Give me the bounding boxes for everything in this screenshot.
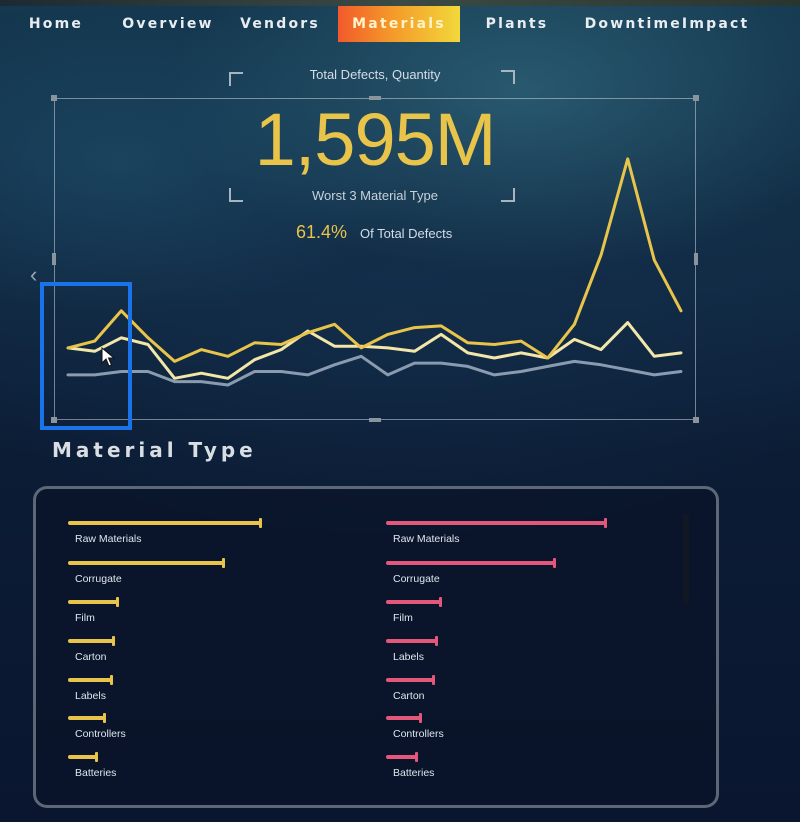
nav-vendors[interactable]: Vendors [240, 16, 320, 32]
left-bar-item[interactable]: Batteries [68, 752, 271, 785]
left-bar [68, 755, 97, 759]
top-nav: Home Overview Vendors Materials Plants D… [0, 6, 800, 44]
right-bar-item[interactable]: Controllers [386, 713, 616, 746]
left-bar-label: Labels [75, 690, 106, 702]
kpi-subtitle: Worst 3 Material Type [312, 188, 438, 203]
material-type-panel [33, 486, 719, 808]
mouse-pointer-icon [101, 347, 115, 367]
panel-scrollbar[interactable] [683, 514, 689, 604]
card-corner-bottom-left [229, 188, 243, 202]
right-bar-label: Carton [393, 690, 425, 702]
right-bar-end-cap [604, 518, 607, 528]
left-bar-end-cap [110, 675, 113, 685]
highlight-selection-box [40, 282, 132, 430]
resize-handle-bottom[interactable] [369, 418, 381, 422]
nav-home[interactable]: Home [28, 16, 84, 32]
left-bar-item[interactable]: Corrugate [68, 558, 271, 591]
window-top-strip [0, 0, 800, 6]
left-bar [68, 639, 114, 643]
right-bar-end-cap [553, 558, 556, 568]
left-bar-end-cap [112, 636, 115, 646]
card-corner-top-left [229, 72, 243, 86]
chevron-left-icon[interactable]: ‹ [30, 262, 38, 287]
right-bar-end-cap [419, 713, 422, 723]
kpi-percent: 61.4% [296, 222, 348, 242]
left-bar [68, 678, 112, 682]
right-bar-label: Film [393, 612, 413, 624]
left-bar-end-cap [103, 713, 106, 723]
right-bar-end-cap [439, 597, 442, 607]
right-bar-item[interactable]: Batteries [386, 752, 616, 785]
card-corner-bottom-right [501, 188, 515, 202]
right-bar-end-cap [415, 752, 418, 762]
left-bar-end-cap [259, 518, 262, 528]
resize-handle-top-left[interactable] [51, 95, 57, 101]
right-bar [386, 600, 441, 604]
left-bar-end-cap [222, 558, 225, 568]
right-bar-label: Labels [393, 651, 424, 663]
right-bar-end-cap [432, 675, 435, 685]
left-bar [68, 561, 224, 565]
kpi-value: 1,595M [254, 98, 497, 181]
resize-handle-right[interactable] [694, 253, 698, 265]
right-bar [386, 678, 434, 682]
left-bar-end-cap [116, 597, 119, 607]
right-bar-item[interactable]: Raw Materials [386, 518, 616, 551]
resize-handle-left[interactable] [52, 253, 56, 265]
left-bar-label: Raw Materials [75, 533, 142, 545]
resize-handle-bottom-left[interactable] [51, 417, 57, 423]
right-bar-item[interactable]: Film [386, 597, 616, 630]
left-bar-label: Batteries [75, 767, 117, 779]
left-bar-item[interactable]: Raw Materials [68, 518, 271, 551]
left-bar [68, 716, 105, 720]
nav-downtime-impact[interactable]: DowntimeImpact [584, 16, 750, 32]
kpi-percent-label: Of Total Defects [360, 226, 453, 241]
left-bar-item[interactable]: Controllers [68, 713, 271, 746]
right-bar-label: Corrugate [393, 573, 440, 585]
card-corner-top-right [501, 70, 515, 84]
resize-handle-top[interactable] [369, 96, 381, 100]
kpi-title: Total Defects, Quantity [309, 67, 441, 82]
right-bar [386, 716, 421, 720]
left-bar [68, 521, 261, 525]
right-bar-end-cap [435, 636, 438, 646]
series-line-2[interactable] [66, 354, 683, 387]
right-bar-item[interactable]: Labels [386, 636, 616, 669]
right-bar-label: Raw Materials [393, 533, 460, 545]
series-line-0[interactable] [66, 157, 683, 363]
right-bar-label: Batteries [393, 767, 435, 779]
left-bar [68, 600, 118, 604]
left-bar-label: Carton [75, 651, 107, 663]
left-bar-label: Controllers [75, 728, 126, 740]
left-bar-end-cap [95, 752, 98, 762]
left-bar-item[interactable]: Film [68, 597, 271, 630]
resize-handle-top-right[interactable] [693, 95, 699, 101]
right-bar [386, 755, 417, 759]
nav-plants[interactable]: Plants [485, 16, 549, 32]
right-bar-item[interactable]: Corrugate [386, 558, 616, 591]
right-bar [386, 521, 606, 525]
left-bar-item[interactable]: Labels [68, 675, 271, 708]
left-bar-label: Film [75, 612, 95, 624]
left-bar-label: Corrugate [75, 573, 122, 585]
nav-overview[interactable]: Overview [122, 16, 214, 32]
resize-handle-bottom-right[interactable] [693, 417, 699, 423]
right-bar-label: Controllers [393, 728, 444, 740]
nav-materials[interactable]: Materials [338, 6, 460, 42]
series-line-1[interactable] [66, 321, 683, 380]
left-bar-item[interactable]: Carton [68, 636, 271, 669]
right-bar-item[interactable]: Carton [386, 675, 616, 708]
section-title: Material Type [52, 438, 257, 462]
right-bar [386, 561, 555, 565]
right-bar [386, 639, 437, 643]
